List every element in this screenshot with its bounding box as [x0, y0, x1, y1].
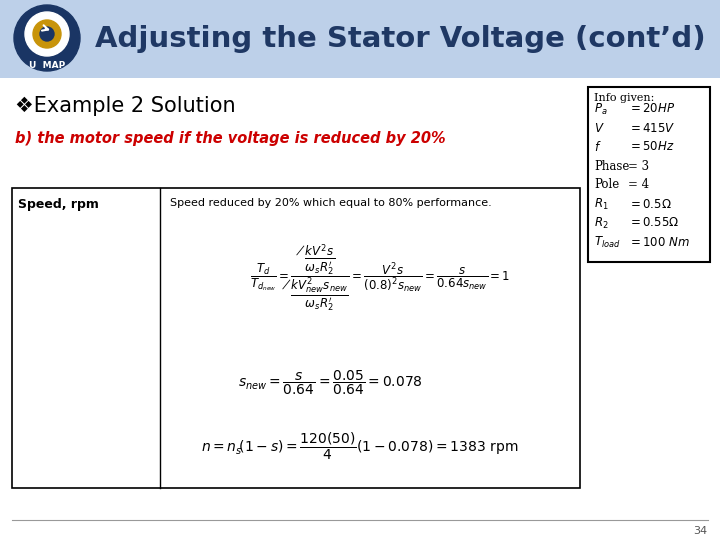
- Text: 34: 34: [693, 526, 707, 536]
- Text: Speed, rpm: Speed, rpm: [18, 198, 99, 211]
- FancyBboxPatch shape: [588, 87, 710, 262]
- Text: = 3: = 3: [628, 159, 649, 172]
- Text: $P_a$: $P_a$: [594, 102, 608, 117]
- Text: $R_1$: $R_1$: [594, 197, 608, 212]
- Text: $= 50Hz$: $= 50Hz$: [628, 140, 675, 153]
- Circle shape: [40, 27, 54, 41]
- Text: ❖Example 2 Solution: ❖Example 2 Solution: [15, 96, 235, 116]
- Text: Info given:: Info given:: [594, 93, 654, 103]
- Text: = 4: = 4: [628, 179, 649, 192]
- Text: Phase: Phase: [594, 159, 629, 172]
- Text: $\dfrac{T_d}{T_{d_{new}}} =\dfrac{\dfrac{\not{k}V^2 s}{\omega_s R_2^{\prime}}}{\: $\dfrac{T_d}{T_{d_{new}}} =\dfrac{\dfrac…: [250, 242, 510, 314]
- Text: $= 0.5\Omega$: $= 0.5\Omega$: [628, 198, 672, 211]
- Text: $= 20HP$: $= 20HP$: [628, 103, 675, 116]
- Bar: [0, 78, 720, 540]
- Text: Speed reduced by 20% which equal to 80% performance.: Speed reduced by 20% which equal to 80% …: [170, 198, 492, 208]
- Text: $f$: $f$: [594, 140, 602, 154]
- Text: b) the motor speed if the voltage is reduced by 20%: b) the motor speed if the voltage is red…: [15, 131, 446, 145]
- Text: U  MAP: U MAP: [29, 61, 65, 70]
- Text: $s_{new} = \dfrac{s}{0.64} = \dfrac{0.05}{0.64} = 0.078$: $s_{new} = \dfrac{s}{0.64} = \dfrac{0.05…: [238, 369, 423, 397]
- Text: $= 415V$: $= 415V$: [628, 122, 675, 134]
- Text: $R_2$: $R_2$: [594, 215, 608, 231]
- Text: Pole: Pole: [594, 179, 619, 192]
- Text: $= 0.55\Omega$: $= 0.55\Omega$: [628, 217, 679, 230]
- Circle shape: [33, 20, 61, 48]
- Circle shape: [14, 5, 80, 71]
- Text: Adjusting the Stator Voltage (cont’d): Adjusting the Stator Voltage (cont’d): [95, 25, 706, 53]
- Text: $= 100\ Nm$: $= 100\ Nm$: [628, 235, 690, 248]
- Bar: [0, 0, 720, 78]
- Text: $V$: $V$: [594, 122, 605, 134]
- Text: $n = n_s\!\left(1 - s\right) = \dfrac{120(50)}{4}\left(1 - 0.078\right) = 1383\ : $n = n_s\!\left(1 - s\right) = \dfrac{12…: [201, 430, 519, 462]
- FancyBboxPatch shape: [12, 188, 580, 488]
- Circle shape: [25, 12, 69, 56]
- Text: $T_{load}$: $T_{load}$: [594, 234, 621, 249]
